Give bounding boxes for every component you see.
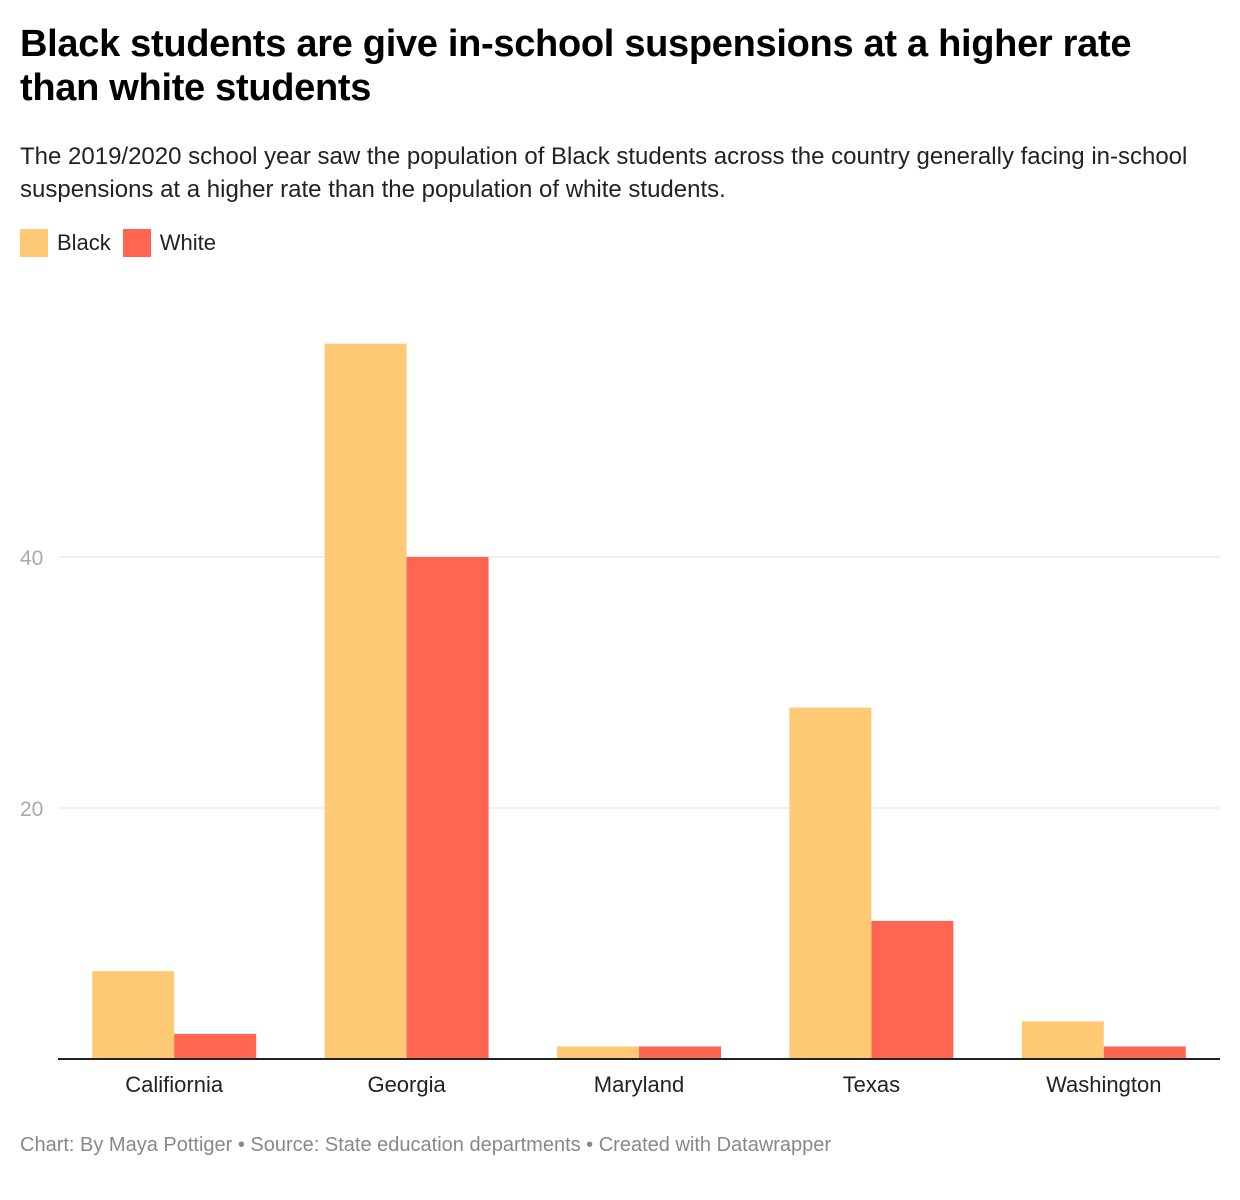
legend-swatch-black bbox=[20, 229, 48, 257]
chart-footer: Chart: By Maya Pottiger • Source: State … bbox=[20, 1134, 832, 1156]
bar-white-washington bbox=[1103, 1046, 1186, 1059]
legend-label-white: White bbox=[159, 230, 217, 255]
bar-black-georgia bbox=[324, 343, 407, 1059]
x-tick-label-califiornia: Califiornia bbox=[125, 1072, 224, 1097]
bar-black-texas bbox=[789, 707, 872, 1059]
legend-item-white: White bbox=[122, 229, 217, 257]
bar-white-texas bbox=[871, 920, 954, 1059]
bar-black-califiornia bbox=[92, 971, 175, 1059]
x-tick-label-texas: Texas bbox=[843, 1072, 900, 1097]
y-tick-label-20: 20 bbox=[20, 798, 43, 821]
x-tick-label-georgia: Georgia bbox=[367, 1072, 446, 1097]
bar-white-maryland bbox=[639, 1046, 721, 1059]
chart-subtitle: The 2019/2020 school year saw the popula… bbox=[20, 143, 1188, 203]
bar-white-califiornia bbox=[174, 1033, 257, 1059]
bar-black-maryland bbox=[557, 1046, 639, 1059]
legend-swatch-white bbox=[122, 229, 151, 257]
legend: Black White bbox=[20, 229, 228, 257]
chart-title: Black students are give in-school suspen… bbox=[20, 23, 1132, 109]
x-tick-label-washington: Washington bbox=[1046, 1072, 1161, 1097]
legend-item-black: Black bbox=[20, 229, 111, 257]
x-tick-label-maryland: Maryland bbox=[594, 1072, 684, 1097]
bar-white-georgia bbox=[406, 557, 489, 1059]
bar-black-washington bbox=[1021, 1021, 1104, 1059]
legend-label-black: Black bbox=[57, 230, 111, 255]
y-tick-label-40: 40 bbox=[20, 547, 43, 570]
